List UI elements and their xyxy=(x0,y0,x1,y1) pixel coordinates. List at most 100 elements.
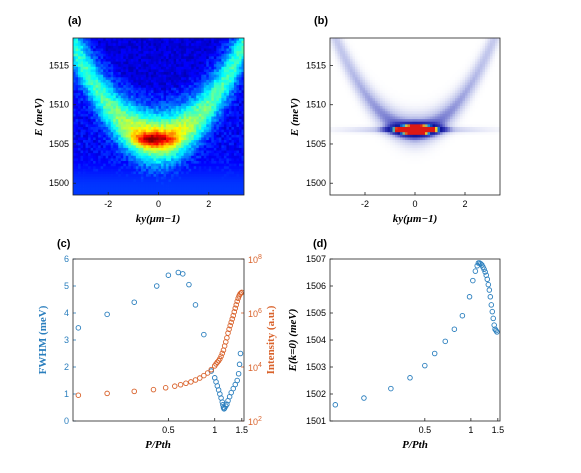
heatmap-a-cell xyxy=(115,38,119,42)
heatmap-a-cell xyxy=(155,77,159,81)
heatmap-a-cell xyxy=(223,134,227,138)
heatmap-a-cell xyxy=(150,184,154,188)
heatmap-b-cell xyxy=(357,77,361,81)
heatmap-a-cell xyxy=(135,77,139,81)
heatmap-a-cell xyxy=(140,43,144,47)
heatmap-a-cell xyxy=(158,140,162,144)
heatmap-a-cell xyxy=(166,53,169,57)
heatmap-a-cell xyxy=(125,124,129,128)
heatmap-a-cell xyxy=(148,72,152,76)
heatmap-b-cell xyxy=(330,38,333,42)
heatmap-a-cell xyxy=(161,77,164,81)
heatmap-b-cell xyxy=(340,116,343,120)
heatmap-a-cell xyxy=(211,79,215,83)
heatmap-a-cell xyxy=(148,192,152,195)
heatmap-a-cell xyxy=(158,168,162,172)
heatmap-a-cell xyxy=(75,61,79,65)
heatmap-a-cell xyxy=(233,137,237,141)
heatmap-a-cell xyxy=(135,87,139,91)
heatmap-b-cell xyxy=(332,176,336,180)
heatmap-a-cell xyxy=(191,61,195,65)
heatmap-a-cell xyxy=(233,116,237,120)
heatmap-a-cell xyxy=(78,132,81,136)
heatmap-a-cell xyxy=(173,119,177,123)
heatmap-a-cell xyxy=(125,85,129,89)
heatmap-a-cell xyxy=(236,163,240,167)
heatmap-a-cell xyxy=(186,113,190,117)
heatmap-a-cell xyxy=(166,192,169,195)
heatmap-a-cell xyxy=(80,38,84,42)
heatmap-a-cell xyxy=(115,98,119,102)
heatmap-a-cell xyxy=(103,174,107,178)
heatmap-a-cell xyxy=(158,103,162,107)
heatmap-a-cell xyxy=(108,51,112,55)
heatmap-a-cell xyxy=(145,45,149,49)
heatmap-b-cell xyxy=(335,90,338,94)
heatmap-a-cell xyxy=(193,95,197,99)
heatmap-a-cell xyxy=(105,181,109,185)
heatmap-a-cell xyxy=(201,147,205,151)
heatmap-a-cell xyxy=(163,77,167,81)
heatmap-b-cell xyxy=(342,77,346,81)
heatmap-a-cell xyxy=(150,140,154,144)
heatmap-a-cell xyxy=(148,87,152,91)
heatmap-a-cell xyxy=(221,103,225,107)
xlabel-a: ky(μm−1) xyxy=(136,213,181,225)
heatmap-a-cell xyxy=(83,181,86,185)
heatmap-b-cell xyxy=(332,64,336,68)
heatmap-a-cell xyxy=(148,168,152,172)
heatmap-a-cell xyxy=(73,106,76,110)
heatmap-a-cell xyxy=(233,145,237,149)
heatmap-a-cell xyxy=(155,100,159,104)
heatmap-b-cell xyxy=(347,192,351,195)
heatmap-a-cell xyxy=(123,103,127,107)
heatmap-a-cell xyxy=(88,79,91,83)
heatmap-a-cell xyxy=(203,53,207,57)
heatmap-a-cell xyxy=(236,111,240,115)
heatmap-a-cell xyxy=(196,38,200,42)
heatmap-a-cell xyxy=(183,48,187,52)
heatmap-b-cell xyxy=(335,116,338,120)
heatmap-a-cell xyxy=(85,113,89,117)
heatmap-a-cell xyxy=(173,77,177,81)
heatmap-a-cell xyxy=(148,106,152,110)
heatmap-a-cell xyxy=(168,140,172,144)
heatmap-a-cell xyxy=(80,145,84,149)
heatmap-a-cell xyxy=(211,176,215,180)
heatmap-b-cell xyxy=(355,61,358,65)
heatmap-a-cell xyxy=(88,43,91,47)
heatmap-a-cell xyxy=(143,61,147,65)
heatmap-a-cell xyxy=(163,163,167,167)
heatmap-b-cell xyxy=(347,174,351,178)
heatmap-a-cell xyxy=(221,98,225,102)
heatmap-a-cell xyxy=(203,72,207,76)
heatmap-a-cell xyxy=(236,116,240,120)
heatmap-a-cell xyxy=(161,163,164,167)
heatmap-a-cell xyxy=(183,179,187,183)
heatmap-a-cell xyxy=(223,98,227,102)
heatmap-b-cell xyxy=(362,181,366,185)
x-tick-label: 0 xyxy=(156,199,161,209)
heatmap-a-cell xyxy=(153,90,157,94)
heatmap-a-cell xyxy=(80,43,84,47)
heatmap-a-cell xyxy=(188,66,192,70)
heatmap-a-cell xyxy=(161,72,164,76)
heatmap-a-cell xyxy=(105,129,109,133)
heatmap-a-cell xyxy=(110,137,114,141)
heatmap-a-cell xyxy=(73,171,76,175)
heatmap-a-cell xyxy=(125,184,129,188)
heatmap-a-cell xyxy=(103,38,107,42)
heatmap-a-cell xyxy=(110,160,114,164)
heatmap-b-cell xyxy=(350,140,353,144)
heatmap-a-cell xyxy=(191,45,195,49)
heatmap-a-cell xyxy=(196,74,200,78)
heatmap-b-cell xyxy=(342,48,346,52)
heatmap-a-cell xyxy=(123,176,127,180)
heatmap-a-cell xyxy=(125,40,129,44)
heatmap-a-cell xyxy=(148,189,152,193)
heatmap-a-cell xyxy=(108,153,112,157)
heatmap-a-cell xyxy=(186,106,190,110)
heatmap-b-cell xyxy=(345,92,348,96)
heatmap-a-cell xyxy=(238,142,242,146)
heatmap-a-cell xyxy=(78,113,81,117)
